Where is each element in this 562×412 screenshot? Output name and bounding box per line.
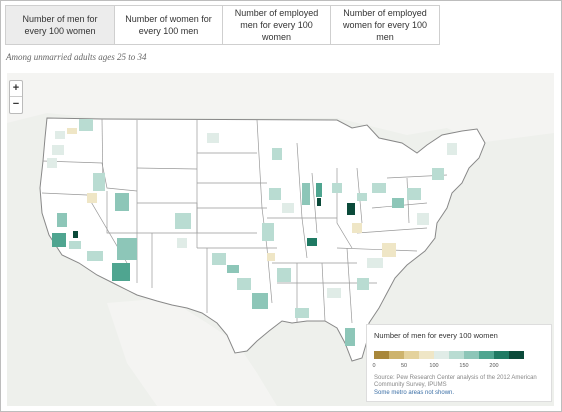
legend-tick-label: 150 (459, 363, 469, 369)
tab-employed-men-per-women[interactable]: Number of employed men for every 100 wom… (222, 5, 331, 45)
legend-swatch (374, 351, 389, 359)
map-legend: Number of men for every 100 women 0 50 100… (366, 324, 552, 402)
legend-swatch (479, 351, 494, 359)
metro-areas (47, 119, 457, 346)
tab-men-per-women[interactable]: Number of men for every 100 women (5, 5, 115, 45)
legend-swatch (464, 351, 479, 359)
legend-swatch (449, 351, 464, 359)
legend-source: Source: Pew Research Center analysis of … (374, 375, 537, 388)
legend-tick-label: 200 (489, 363, 499, 369)
legend-tick-label: 50 (400, 363, 408, 369)
legend-swatch (494, 351, 509, 359)
legend-swatch (434, 351, 449, 359)
legend-swatch (389, 351, 404, 359)
tab-women-per-men[interactable]: Number of women for every 100 men (114, 5, 223, 45)
tab-bar: Number of men for every 100 women Number… (5, 5, 440, 45)
legend-ticks: 0 50 100 150 200 (367, 363, 547, 373)
map-subtitle: Among unmarried adults ages 25 to 34 (6, 52, 147, 62)
legend-color-scale (374, 351, 524, 359)
legend-swatch (419, 351, 434, 359)
legend-tick-label: 0 (372, 363, 376, 369)
zoom-out-button[interactable]: − (12, 98, 20, 110)
legend-swatch (509, 351, 524, 359)
legend-tick-label: 100 (429, 363, 439, 369)
zoom-control: + − (9, 80, 23, 114)
tab-employed-women-per-men[interactable]: Number of employed women for every 100 m… (330, 5, 440, 45)
zoom-in-button[interactable]: + (10, 81, 22, 97)
legend-swatch (404, 351, 419, 359)
metro-note-link[interactable]: Some metro areas not shown. (374, 390, 455, 396)
legend-title: Number of men for every 100 women (374, 331, 498, 340)
us-map (7, 73, 554, 406)
